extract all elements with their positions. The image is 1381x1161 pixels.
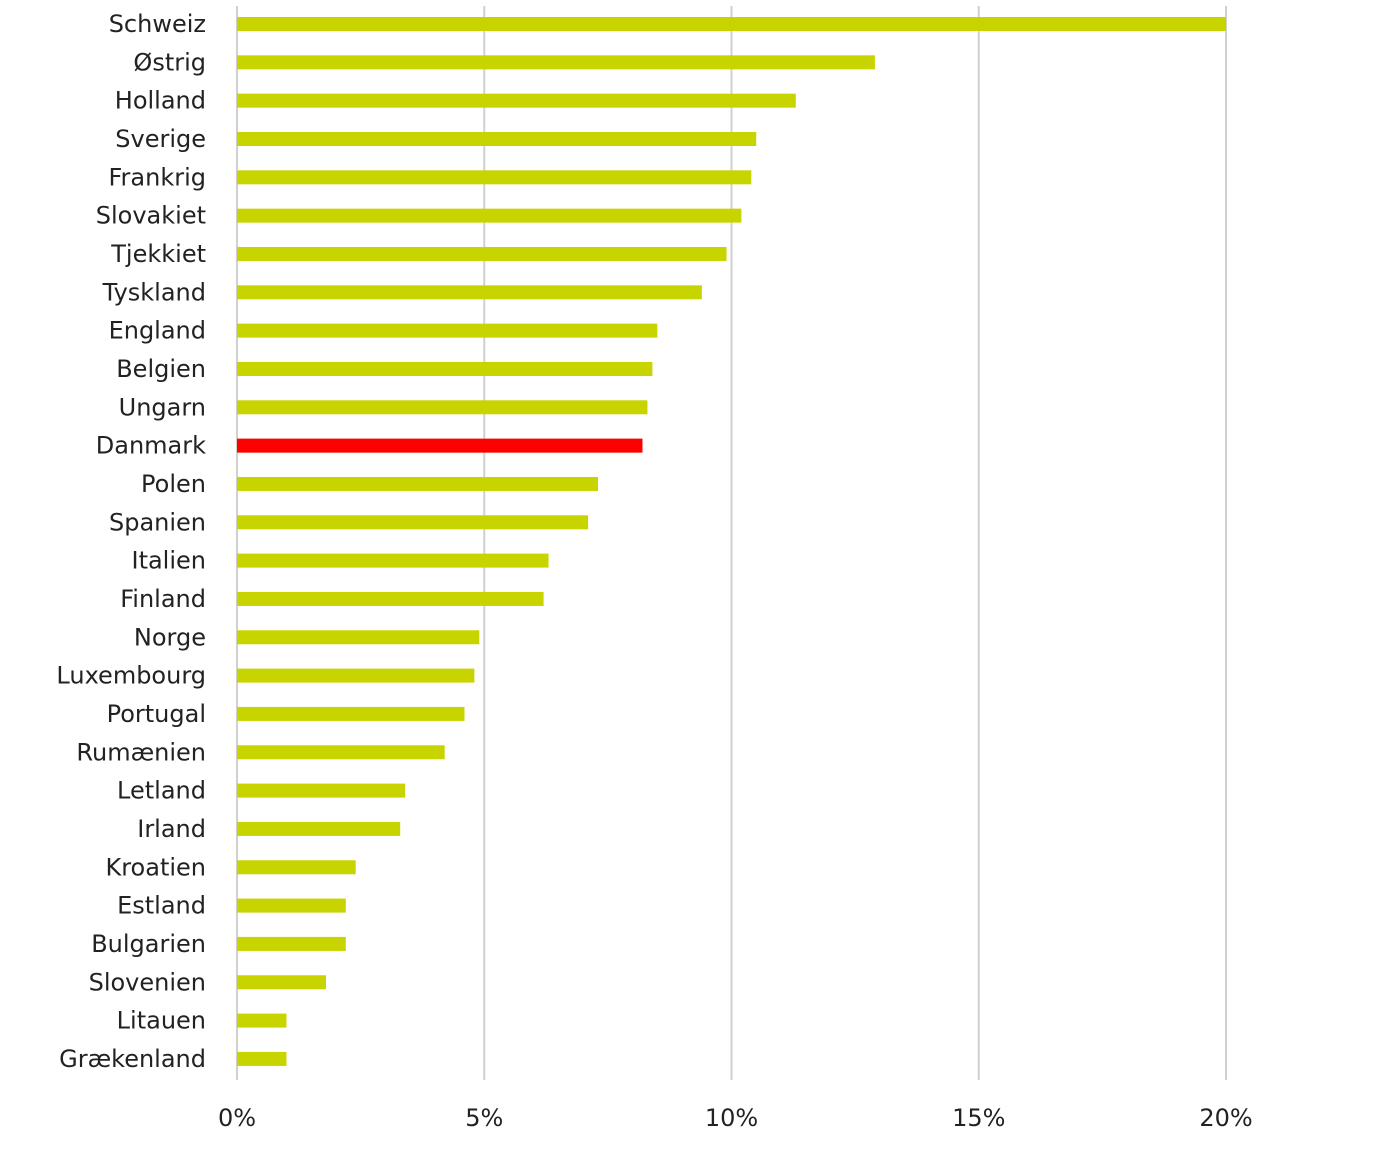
x-tick-label: 0% — [218, 1104, 256, 1132]
category-label: Bulgarien — [91, 930, 206, 958]
category-label: Belgien — [116, 355, 206, 383]
bar — [237, 1051, 287, 1066]
bar — [237, 1013, 287, 1028]
bar — [237, 553, 549, 568]
bar — [237, 131, 757, 146]
category-label: Estland — [117, 892, 206, 920]
bar — [237, 476, 598, 491]
category-label: Tyskland — [102, 278, 206, 306]
bar — [237, 361, 653, 376]
bar — [237, 860, 356, 875]
category-label: England — [109, 317, 206, 345]
bar — [237, 17, 1226, 31]
category-label: Finland — [120, 585, 206, 613]
category-label: Litauen — [117, 1007, 206, 1035]
category-label: Spanien — [109, 508, 206, 536]
category-label: Holland — [115, 87, 206, 115]
bar — [237, 630, 480, 645]
category-label: Irland — [137, 815, 206, 843]
category-label: Portugal — [107, 700, 206, 728]
category-label: Polen — [141, 470, 206, 498]
bar — [237, 55, 875, 70]
bar — [237, 400, 648, 415]
category-label: Ungarn — [119, 393, 206, 421]
category-label: Frankrig — [108, 163, 206, 191]
bar — [237, 898, 346, 913]
bar — [237, 515, 589, 530]
x-tick-label: 15% — [952, 1104, 1005, 1132]
grid-layer — [236, 6, 1227, 1080]
bar — [237, 706, 465, 721]
category-label: Grækenland — [59, 1045, 206, 1073]
bar — [237, 323, 658, 338]
x-tick-labels: 0% 5% 10% 15% 20% — [218, 1104, 1253, 1132]
bar — [237, 821, 401, 836]
x-tick-label: 5% — [465, 1104, 503, 1132]
bar — [237, 246, 727, 261]
bar — [237, 783, 406, 798]
bar — [237, 591, 544, 606]
category-label: Danmark — [96, 432, 206, 460]
bar — [237, 975, 327, 990]
category-label: Luxembourg — [56, 662, 206, 690]
bar — [237, 438, 643, 453]
bar — [237, 170, 752, 185]
category-label: Italien — [131, 547, 206, 575]
bar — [237, 208, 742, 223]
category-label: Rumænien — [76, 738, 206, 766]
x-tick-label: 10% — [705, 1104, 758, 1132]
bar — [237, 285, 702, 300]
category-label: Slovakiet — [96, 202, 206, 230]
category-label: Letland — [117, 777, 206, 805]
bar — [237, 745, 445, 760]
category-label: Kroatien — [105, 853, 206, 881]
category-labels: Schweiz Østrig Holland Sverige Frankrig Slova… — [56, 10, 206, 1073]
category-label: Norge — [134, 623, 206, 651]
bar — [237, 668, 475, 683]
category-label: Østrig — [133, 48, 206, 76]
bar-layer — [237, 17, 1226, 1066]
bar — [237, 93, 796, 108]
category-label: Schweiz — [109, 10, 206, 38]
category-label: Tjekkiet — [110, 240, 206, 268]
bar — [237, 936, 346, 951]
x-tick-label: 20% — [1199, 1104, 1252, 1132]
category-label: Slovenien — [89, 968, 206, 996]
category-label: Sverige — [115, 125, 206, 153]
